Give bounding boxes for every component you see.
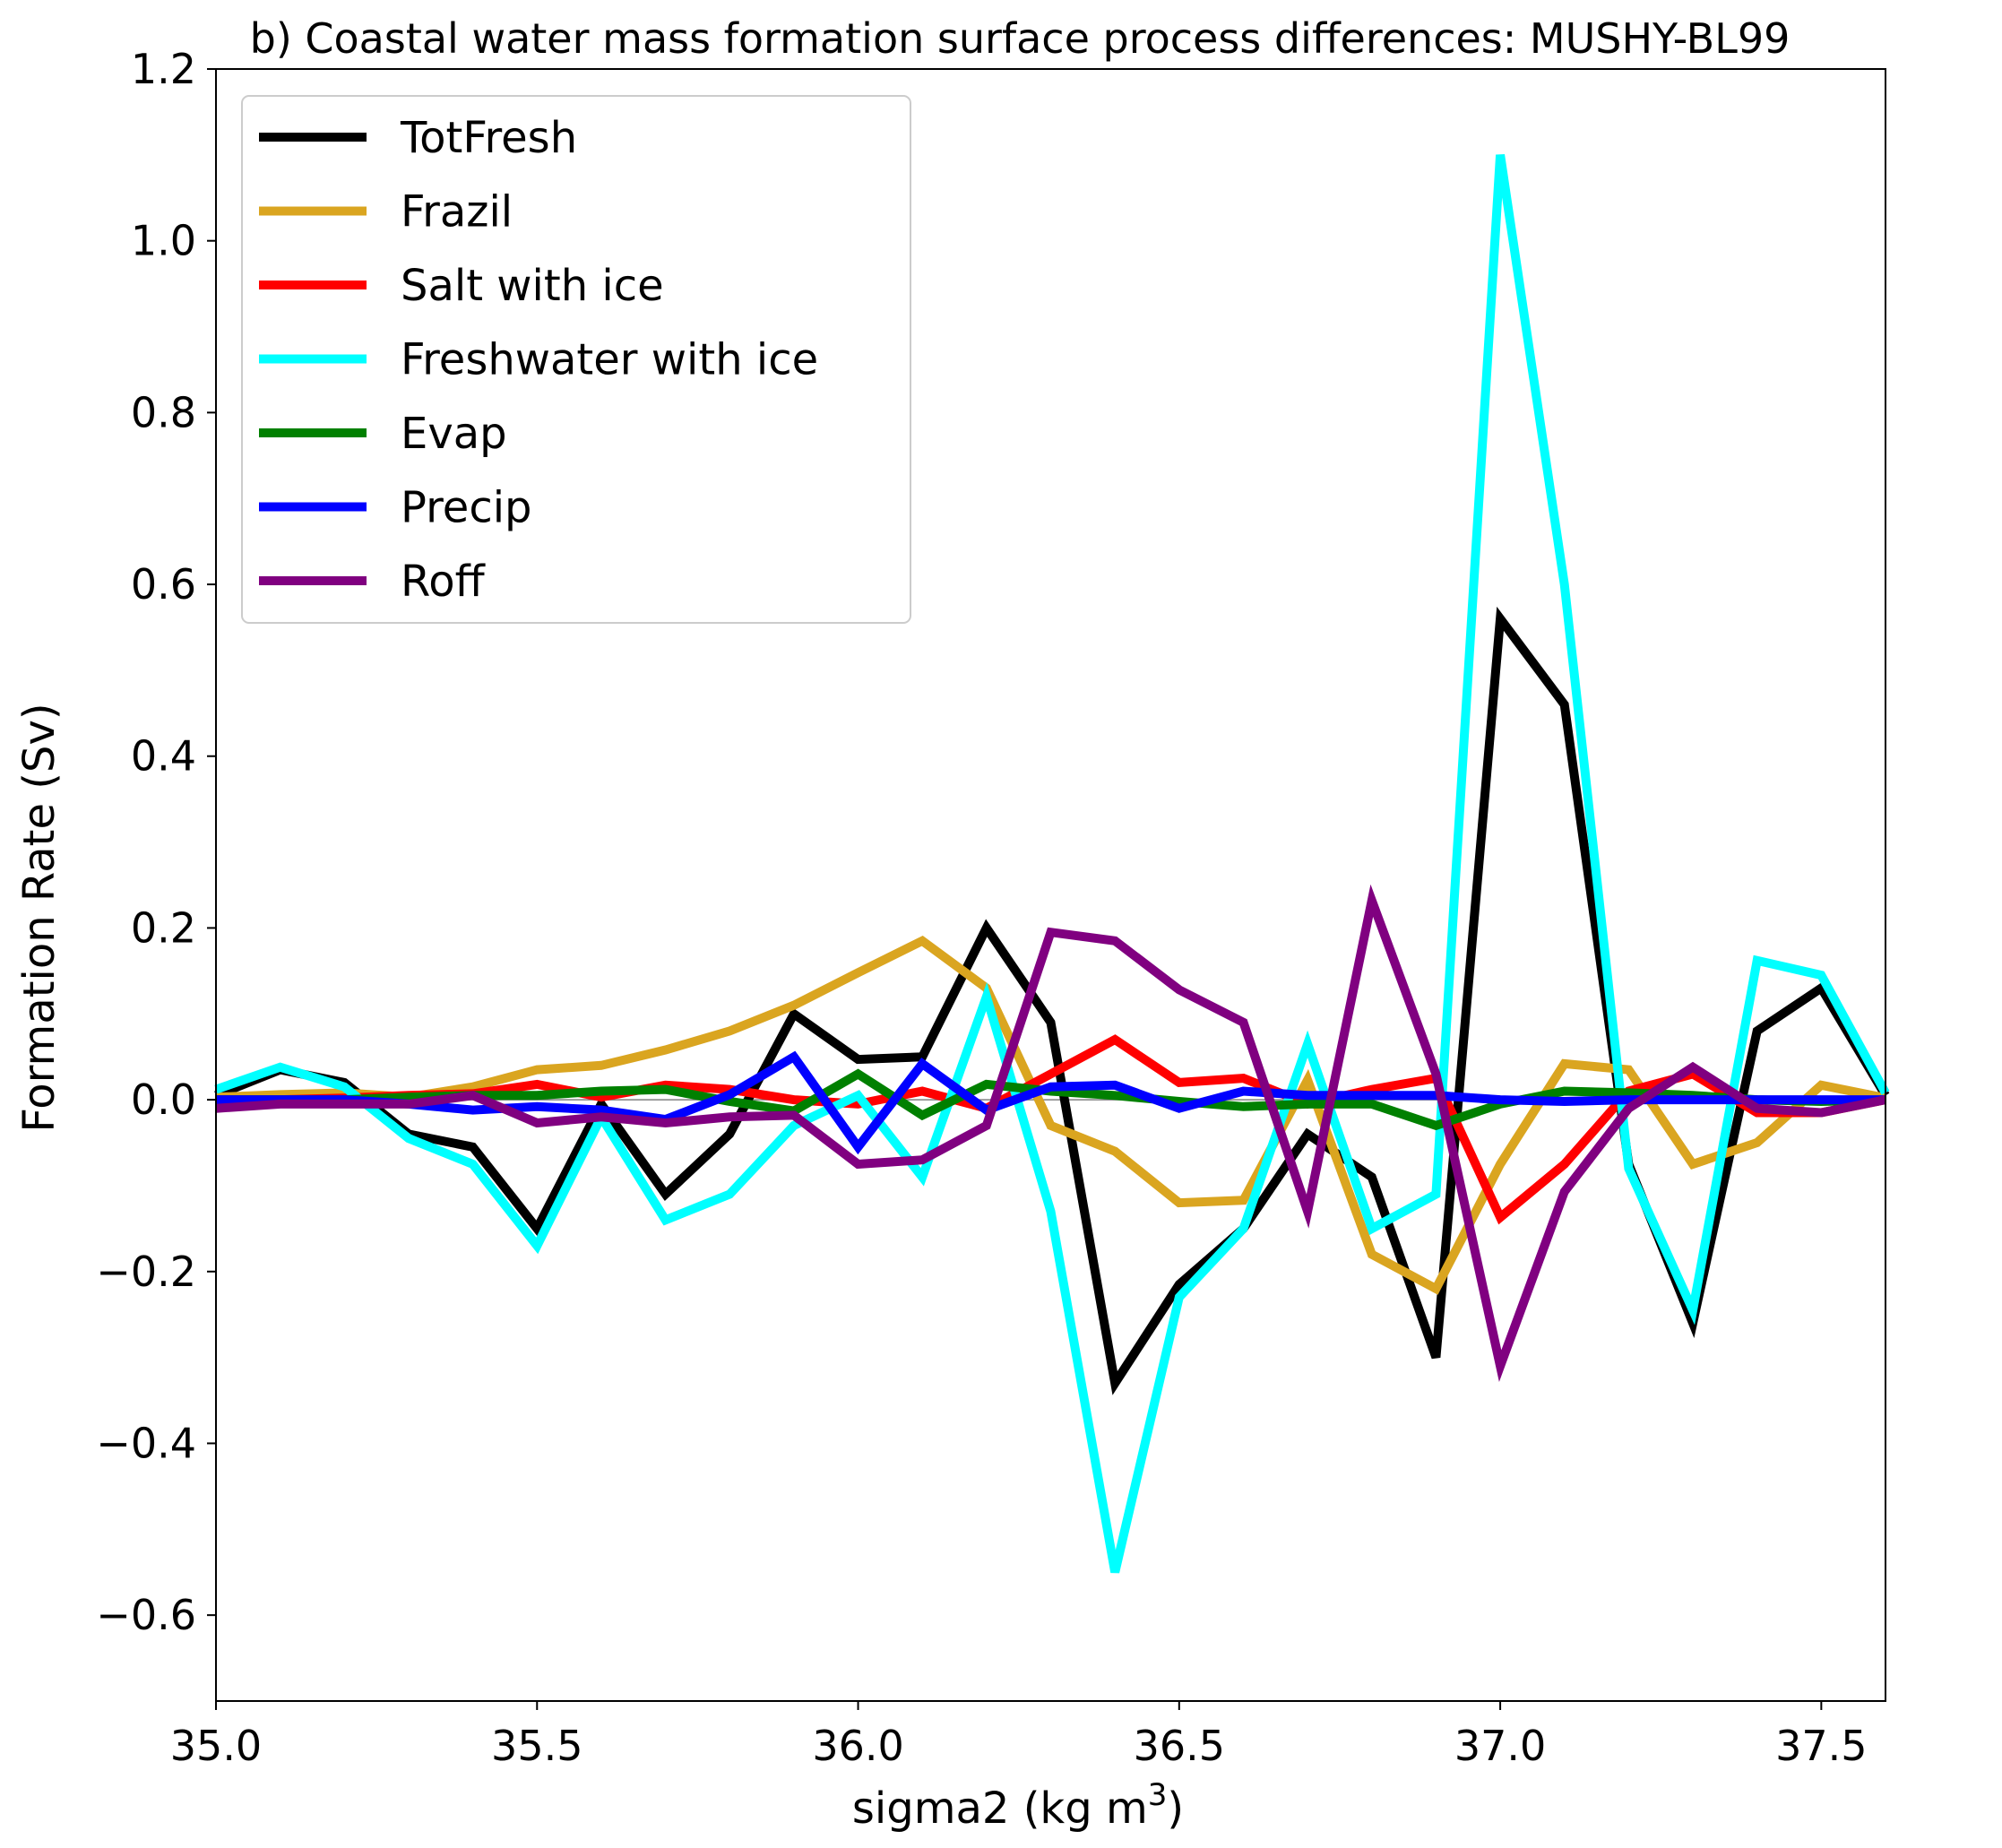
x-tick-label: 35.5 xyxy=(491,1722,582,1770)
series-layer xyxy=(214,154,1890,1574)
x-axis-label-superscript: 3 xyxy=(1148,1777,1168,1813)
series-line-salt-with-ice xyxy=(216,1034,1886,1225)
x-tick-label: 36.5 xyxy=(1134,1722,1225,1770)
legend-label: Freshwater with ice xyxy=(401,335,818,385)
plot-area xyxy=(214,68,1890,1702)
series-line-frazil xyxy=(215,935,1886,1295)
legend-item-evap: Evap xyxy=(259,409,507,459)
y-tick-label: −0.2 xyxy=(96,1248,196,1296)
x-axis-label-main: sigma2 (kg m xyxy=(852,1783,1148,1834)
legend: TotFresh Frazil Salt with ice Freshwater wi… xyxy=(241,95,911,624)
y-tick-label: 0.6 xyxy=(131,560,196,609)
legend-label: Precip xyxy=(401,483,532,533)
x-axis-label-end: ) xyxy=(1167,1783,1184,1834)
legend-item-freshwater-with-ice: Freshwater with ice xyxy=(259,335,818,385)
y-tick-label: 0.8 xyxy=(131,388,196,436)
legend-label: Evap xyxy=(401,409,507,459)
legend-items: TotFresh Frazil Salt with ice Freshwater wi… xyxy=(259,113,818,607)
legend-label: Frazil xyxy=(401,187,513,237)
series-line-freshwater-with-ice xyxy=(214,154,1890,1574)
plot-frame xyxy=(215,68,1886,1702)
legend-label: TotFresh xyxy=(400,113,577,163)
y-tick-label: −0.4 xyxy=(96,1419,196,1467)
x-axis: 35.0 35.5 36.0 36.5 37.0 37.5 xyxy=(170,1701,1868,1770)
legend-item-roff: Roff xyxy=(259,557,486,607)
x-tick-label: 36.0 xyxy=(812,1722,903,1770)
x-tick-label: 37.5 xyxy=(1775,1722,1867,1770)
y-axis: −0.6 −0.4 −0.2 0.0 0.2 0.4 0.6 0.8 1.0 1.2 xyxy=(96,45,216,1639)
legend-item-salt-with-ice: Salt with ice xyxy=(259,261,664,311)
legend-item-totfresh: TotFresh xyxy=(259,113,577,163)
legend-item-frazil: Frazil xyxy=(259,187,513,237)
x-tick-label: 35.0 xyxy=(170,1722,262,1770)
y-tick-label: 1.0 xyxy=(131,217,196,265)
y-tick-label: 0.0 xyxy=(131,1075,196,1124)
y-tick-label: 0.4 xyxy=(131,732,196,781)
series-line-roff xyxy=(215,884,1886,1382)
legend-label: Roff xyxy=(401,557,486,607)
y-tick-label: 1.2 xyxy=(131,45,196,93)
legend-label: Salt with ice xyxy=(401,261,664,311)
chart-title: b) Coastal water mass formation surface … xyxy=(250,14,1791,63)
y-axis-label: Formation Rate (Sv) xyxy=(14,703,65,1132)
legend-box xyxy=(241,95,911,624)
y-tick-label: −0.6 xyxy=(96,1591,196,1639)
x-axis-label: sigma2 (kg m3) xyxy=(852,1777,1184,1834)
legend-item-precip: Precip xyxy=(259,483,532,533)
y-tick-label: 0.2 xyxy=(131,903,196,952)
x-tick-label: 37.0 xyxy=(1454,1722,1546,1770)
